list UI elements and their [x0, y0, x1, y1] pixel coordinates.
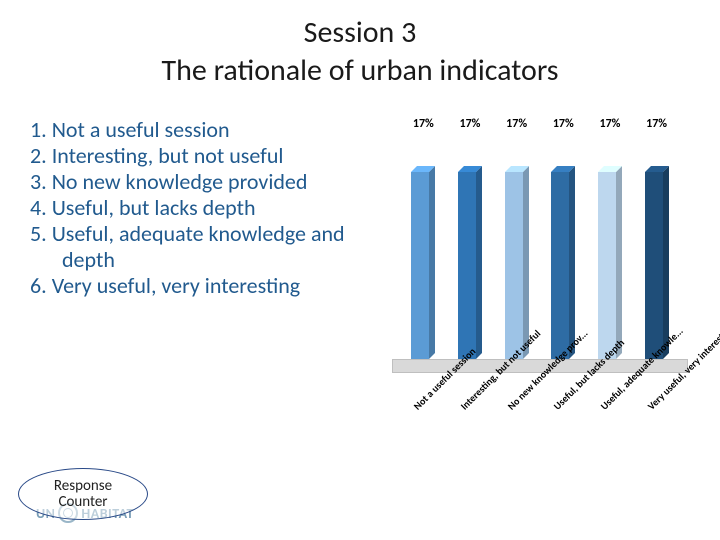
title-line-2: The rationale of urban indicators	[0, 52, 720, 90]
bar-x-label: Not a useful session	[411, 375, 448, 412]
chart-value-labels: 17% 17% 17% 17% 17% 17%	[400, 117, 680, 131]
bar-x-label: Useful, but lacks depth	[551, 375, 588, 412]
chart-container: 17% 17% 17% 17% 17% 17% Not a useful sessionI…	[390, 117, 720, 397]
bar-value-label: 17%	[646, 117, 667, 131]
option-item: Useful, adequate knowledge and depth	[30, 221, 390, 273]
option-item: Useful, but lacks depth	[30, 195, 390, 221]
bar-value-label: 17%	[506, 117, 527, 131]
slide-title: Session 3 The rationale of urban indicat…	[0, 0, 720, 89]
chart-x-labels: Not a useful sessionInteresting, but not…	[400, 375, 680, 388]
bar-value-label: 17%	[460, 117, 481, 131]
chart-bars	[400, 139, 680, 359]
bar-chart: 17% 17% 17% 17% 17% 17% Not a useful sessionI…	[400, 117, 680, 397]
option-item: Interesting, but not useful	[30, 143, 390, 169]
bar	[450, 172, 490, 359]
bar-x-label: Interesting, but not useful	[458, 375, 495, 412]
bar	[403, 172, 443, 359]
response-counter-l2: Counter	[58, 494, 107, 511]
bar-x-label: Very useful, very interesting	[644, 375, 681, 412]
title-line-1: Session 3	[0, 14, 720, 52]
option-item: No new knowledge provided	[30, 169, 390, 195]
response-counter-l1: Response	[54, 478, 112, 495]
options-list-container: Not a useful sessionInteresting, but not…	[0, 117, 390, 397]
bar-value-label: 17%	[553, 117, 574, 131]
options-list: Not a useful sessionInteresting, but not…	[30, 117, 390, 299]
bar-x-label: No new knowledge prov...	[504, 375, 541, 412]
bar-value-label: 17%	[413, 117, 434, 131]
bar	[590, 172, 630, 359]
content-row: Not a useful sessionInteresting, but not…	[0, 117, 720, 397]
bar-x-label: Useful, adequate knowle...	[598, 375, 635, 412]
option-item: Not a useful session	[30, 117, 390, 143]
response-counter: Response Counter	[18, 468, 148, 520]
bar-value-label: 17%	[599, 117, 620, 131]
option-item: Very useful, very interesting	[30, 273, 390, 299]
